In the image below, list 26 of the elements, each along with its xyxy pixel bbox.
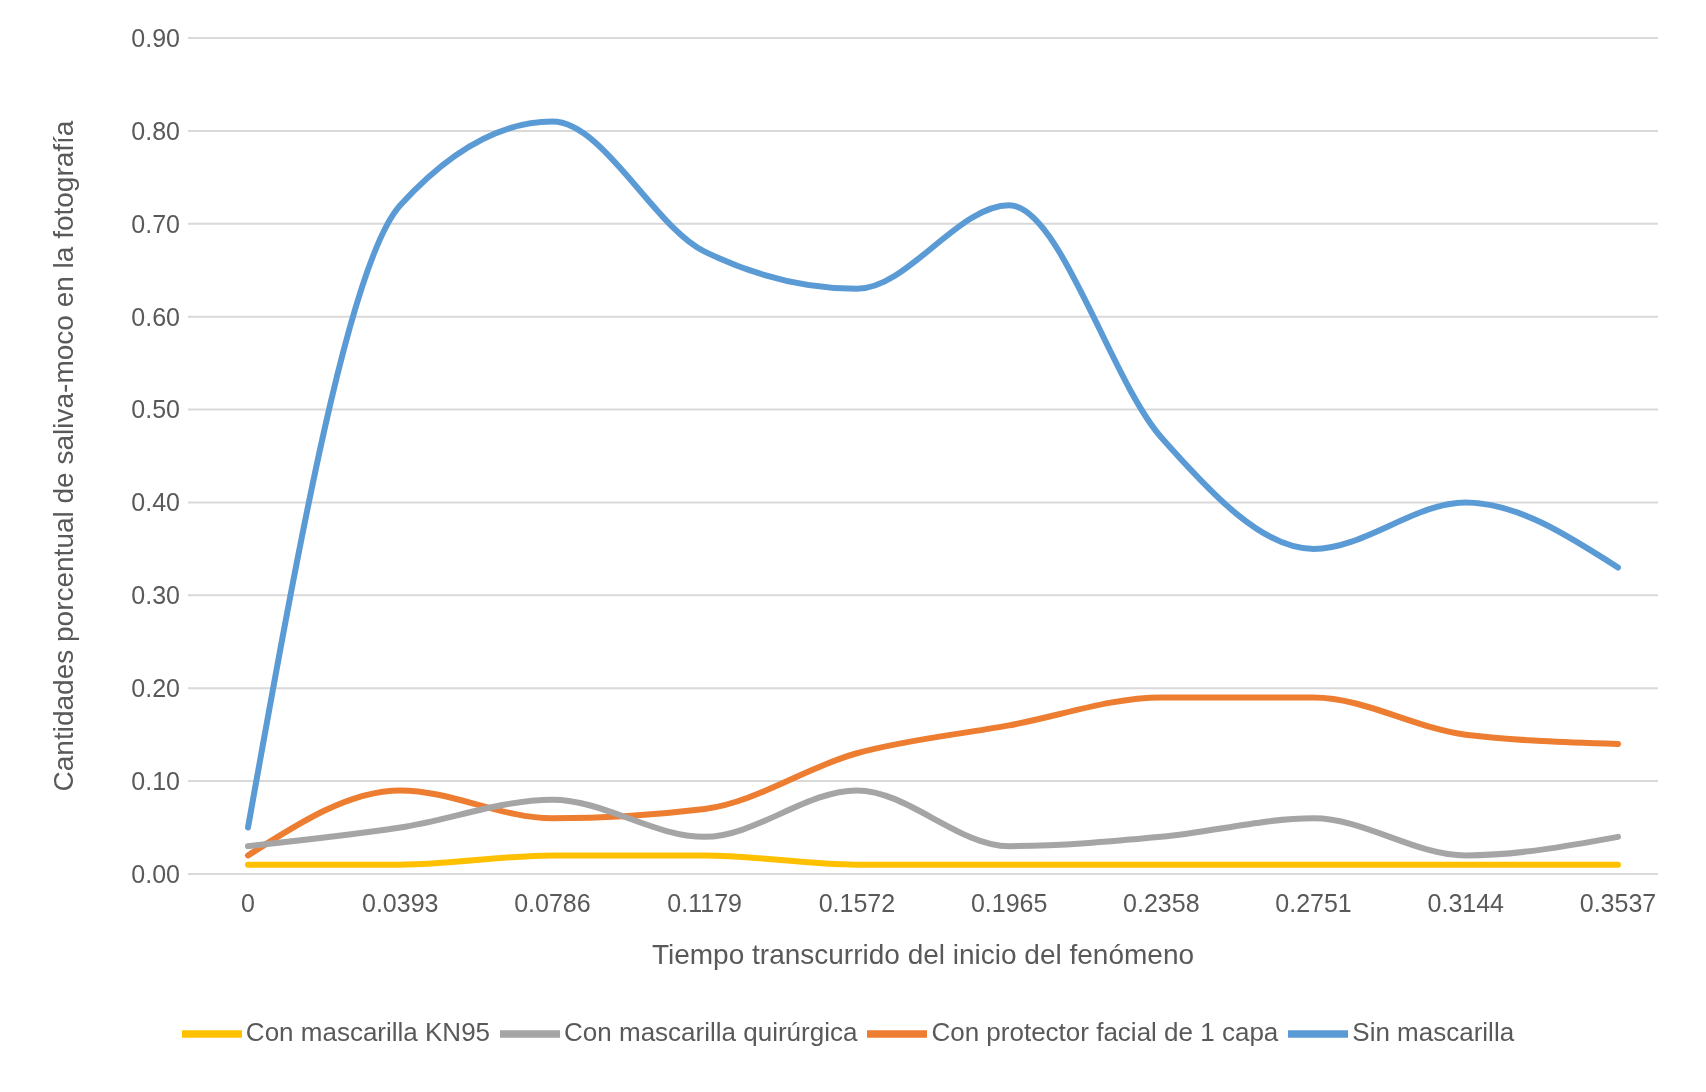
legend-label: Con mascarilla quirúrgica	[564, 1016, 858, 1047]
x-tick-label: 0.2358	[1123, 888, 1200, 917]
y-tick-label: 0.30	[131, 581, 180, 610]
y-axis-title: Cantidades porcentual de saliva-moco en la fotografía	[47, 120, 79, 792]
y-tick-label: 0.90	[131, 23, 180, 52]
x-tick-label: 0.0786	[514, 888, 591, 917]
y-tick-label: 0.10	[131, 766, 180, 795]
y-tick-label: 0.20	[131, 674, 180, 703]
x-tick-label: 0.0393	[361, 888, 439, 917]
x-tick-label: 0.3144	[1427, 888, 1505, 917]
x-tick-label: 0.2751	[1275, 888, 1352, 917]
x-axis-title: Tiempo transcurrido del inicio del fenómeno	[651, 939, 1195, 970]
y-tick-label: 0.50	[131, 395, 180, 424]
x-tick-label: 0.1965	[970, 888, 1048, 917]
y-tick-label: 0.80	[131, 116, 180, 145]
x-tick-label: 0.3537	[1579, 888, 1657, 917]
x-tick-label: 0	[241, 888, 255, 917]
legend-label: Con protector facial de 1 capa	[931, 1016, 1279, 1047]
y-tick-label: 0.60	[131, 302, 180, 331]
y-tick-label: 0.70	[131, 209, 180, 238]
x-tick-label: 0.1572	[818, 888, 896, 917]
legend-label: Con mascarilla KN95	[245, 1016, 491, 1047]
x-tick-label: 0.1179	[667, 888, 742, 917]
legend-label: Sin mascarilla	[1352, 1016, 1515, 1047]
y-tick-label: 0.40	[131, 488, 180, 517]
y-tick-label: 0.00	[131, 859, 180, 888]
